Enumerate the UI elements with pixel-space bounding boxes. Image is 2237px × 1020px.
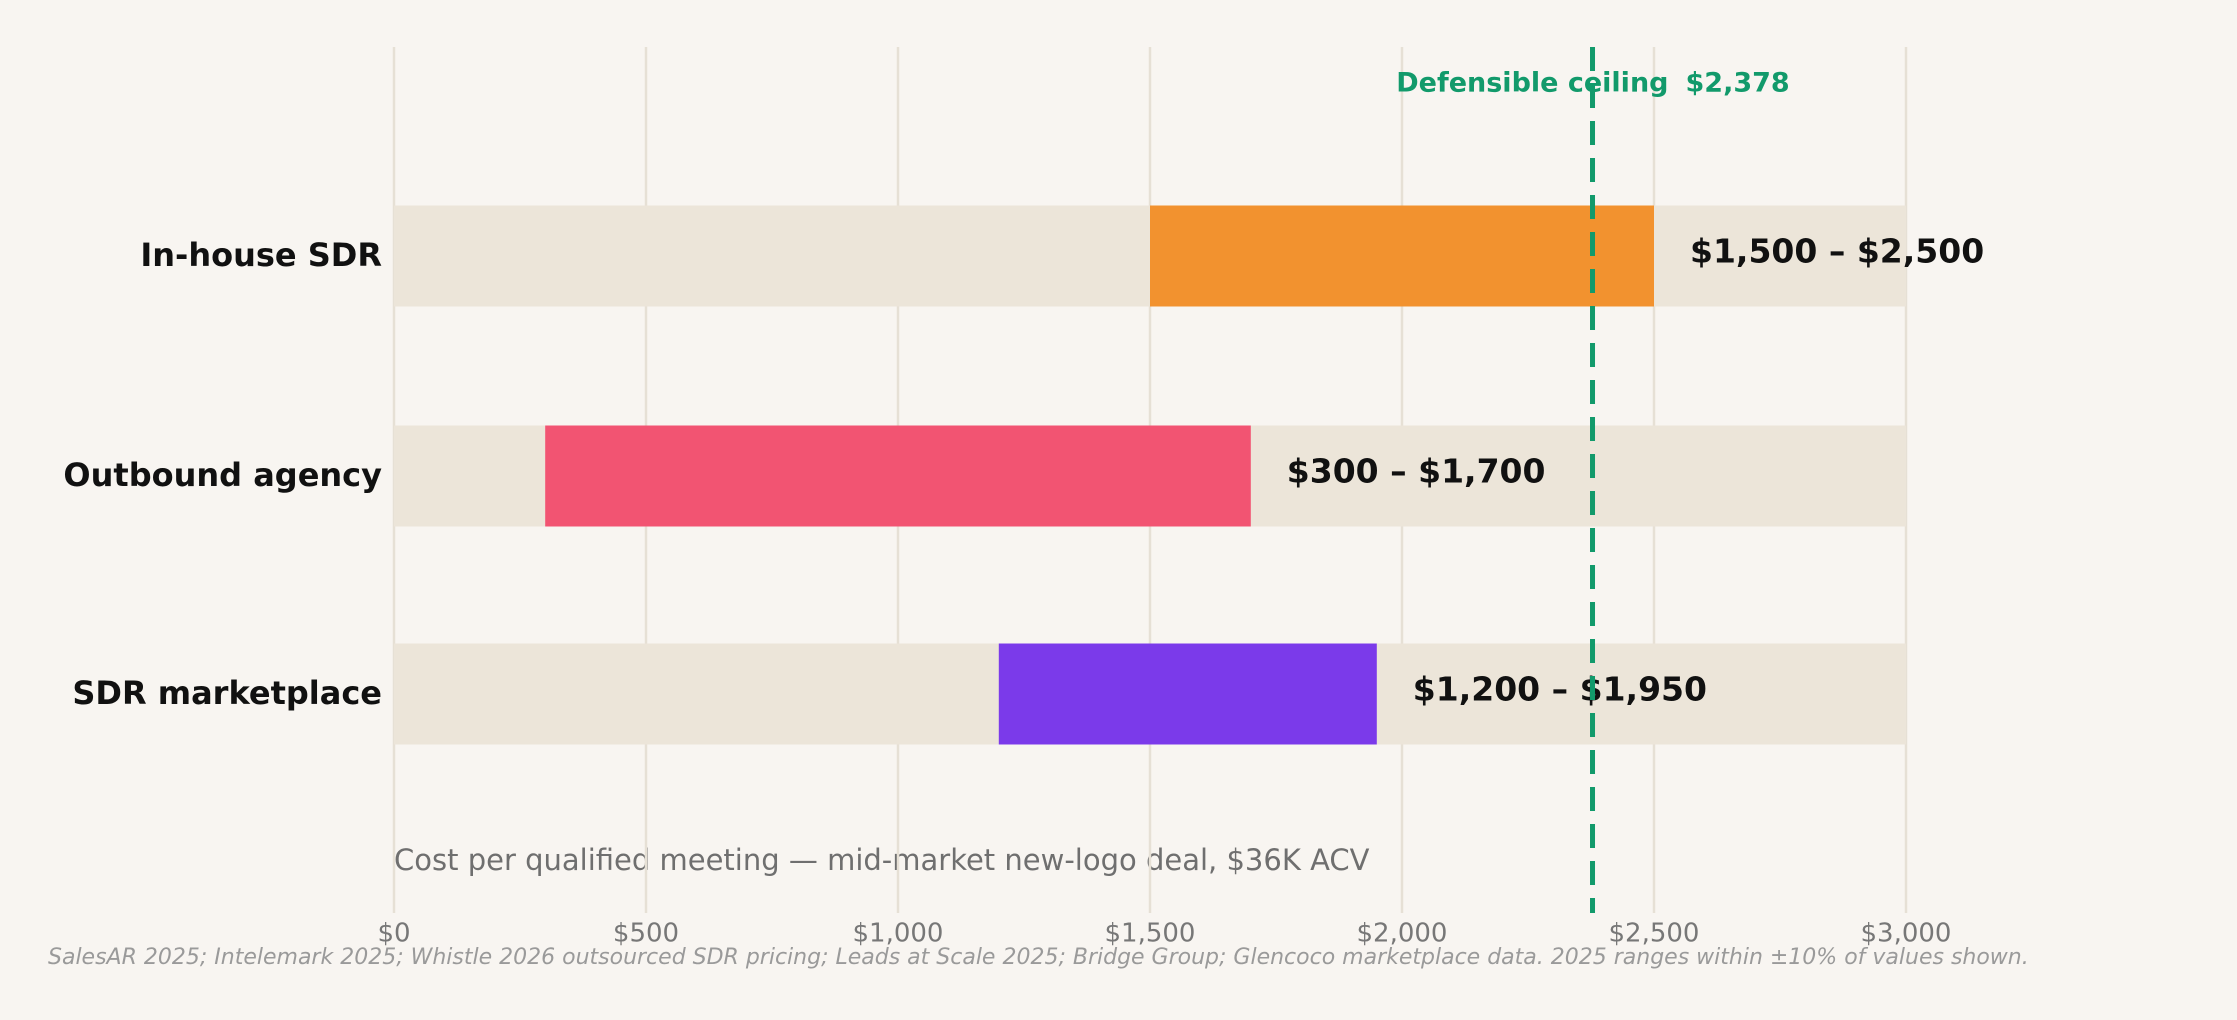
x-tick-label: $0 [377, 919, 410, 949]
value-label: $300 – $1,700 [1287, 452, 1546, 491]
value-label: $1,200 – $1,950 [1413, 670, 1707, 709]
x-tick-label: $3,000 [1861, 919, 1952, 949]
category-label: In-house SDR [140, 236, 382, 274]
range-bar [1150, 205, 1654, 307]
x-tick-label: $500 [613, 919, 679, 949]
value-label: $1,500 – $2,500 [1690, 232, 1984, 271]
reference-label: Defensible ceiling [1396, 68, 1668, 99]
x-tick-label: $1,500 [1105, 919, 1196, 949]
reference-value-label: $2,378 [1686, 68, 1790, 99]
range-bar [545, 425, 1251, 527]
x-axis-label: Cost per qualified meeting — mid-market … [394, 843, 1370, 877]
range-bar [998, 643, 1377, 745]
source-note: SalesAR 2025; Intelemark 2025; Whistle 2… [48, 945, 2029, 970]
x-tick-label: $2,000 [1357, 919, 1448, 949]
x-tick-label: $1,000 [853, 919, 944, 949]
x-tick-label: $2,500 [1609, 919, 1700, 949]
category-label: Outbound agency [63, 456, 382, 494]
category-label: SDR marketplace [72, 674, 382, 712]
